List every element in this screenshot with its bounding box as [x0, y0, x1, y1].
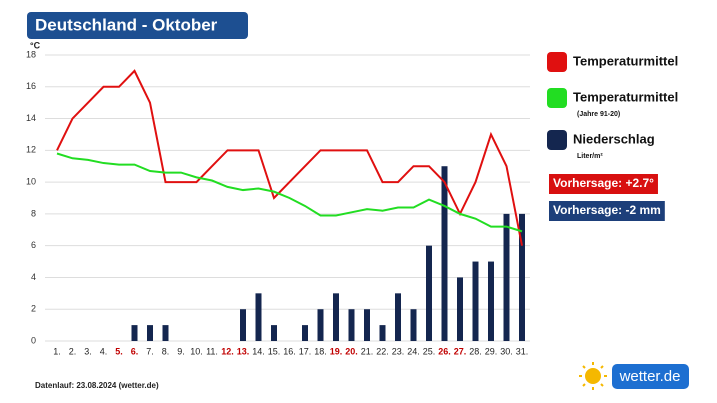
x-tick-label: 29.: [485, 346, 498, 356]
x-tick-label: 30.: [500, 346, 513, 356]
x-tick-label: 26.: [438, 346, 451, 356]
bar: [255, 293, 262, 341]
y-tick-label: 8: [31, 208, 36, 218]
x-tick-label: 25.: [423, 346, 436, 356]
line: [56, 69, 523, 246]
legend-label: Temperaturmittel: [573, 53, 678, 68]
x-tick-label: 24.: [407, 346, 420, 356]
bar: [317, 309, 324, 341]
bar: [302, 325, 308, 341]
x-tick-label: 1.: [53, 346, 61, 356]
x-tick-label: 7.: [146, 346, 154, 356]
x-tick-label: 19.: [330, 346, 343, 356]
y-tick-label: 4: [31, 272, 36, 282]
x-tick-label: 2.: [69, 346, 77, 356]
bar: [131, 325, 138, 341]
bar: [162, 325, 169, 341]
forecast-label: Vorhersage: +2.7°: [553, 176, 654, 190]
x-tick-label: 15.: [268, 346, 281, 356]
bar: [240, 309, 246, 341]
footer: Datenlauf: 23.08.2024 (wetter.de): [35, 381, 159, 390]
forecast-box: [549, 174, 658, 194]
bar: [271, 325, 277, 341]
x-tick-label: 31.: [516, 346, 529, 356]
y-tick-label: 0: [31, 335, 36, 345]
y-tick-label: 16: [26, 81, 36, 91]
bar: [333, 293, 339, 341]
forecast-box: [549, 201, 665, 221]
y-tick-label: 2: [31, 304, 36, 314]
chart-title: Deutschland - Oktober: [35, 15, 218, 34]
bar: [519, 213, 525, 341]
logo: wetter.de: [619, 368, 681, 385]
legend-sublabel: Liter/m²: [577, 153, 603, 160]
bar: [147, 325, 153, 341]
legend-swatch: [547, 130, 567, 150]
y-tick-label: 10: [26, 176, 36, 186]
x-tick-label: 9.: [177, 346, 185, 356]
x-tick-label: 5.: [115, 346, 123, 356]
bar: [379, 325, 386, 341]
x-tick-label: 12.: [221, 346, 234, 356]
y-unit: °C: [30, 40, 41, 50]
sun-icon: [579, 362, 607, 390]
y-tick-label: 12: [26, 145, 36, 155]
bar: [426, 245, 432, 341]
x-tick-label: 8.: [162, 346, 170, 356]
x-tick-label: 23.: [392, 346, 405, 356]
bar: [441, 166, 448, 341]
x-tick-label: 18.: [314, 346, 327, 356]
y-tick-label: 18: [26, 49, 36, 59]
x-tick-label: 16.: [283, 346, 296, 356]
bar: [457, 277, 463, 341]
bar: [395, 293, 401, 341]
bar: [364, 309, 370, 341]
x-tick-label: 17.: [299, 346, 312, 356]
x-tick-label: 22.: [376, 346, 389, 356]
bar: [348, 309, 355, 341]
title-box: [27, 12, 248, 39]
legend-sublabel: (Jahre 91-20): [577, 111, 620, 118]
line: [56, 152, 523, 233]
x-tick-label: 11.: [206, 346, 218, 356]
x-tick-label: 28.: [469, 346, 482, 356]
bar: [472, 261, 479, 341]
x-tick-label: 21.: [361, 346, 374, 356]
bar: [410, 309, 417, 341]
x-tick-label: 27.: [454, 346, 467, 356]
x-tick-label: 6.: [131, 346, 139, 356]
forecast-label: Vorhersage: -2 mm: [553, 203, 661, 217]
bar: [488, 261, 494, 341]
y-tick-label: 6: [31, 240, 36, 250]
legend-label: Niederschlag: [573, 131, 655, 146]
x-tick-label: 13.: [237, 346, 250, 356]
legend-swatch: [547, 88, 567, 108]
bar: [503, 213, 510, 341]
x-tick-label: 20.: [345, 346, 358, 356]
y-tick-label: 14: [26, 113, 36, 123]
x-tick-label: 4.: [100, 346, 108, 356]
x-tick-label: 14.: [252, 346, 265, 356]
legend-swatch: [547, 52, 567, 72]
x-tick-label: 10.: [190, 346, 203, 356]
x-tick-label: 3.: [84, 346, 92, 356]
logo-box: [612, 364, 689, 389]
legend-label: Temperaturmittel: [573, 89, 678, 104]
